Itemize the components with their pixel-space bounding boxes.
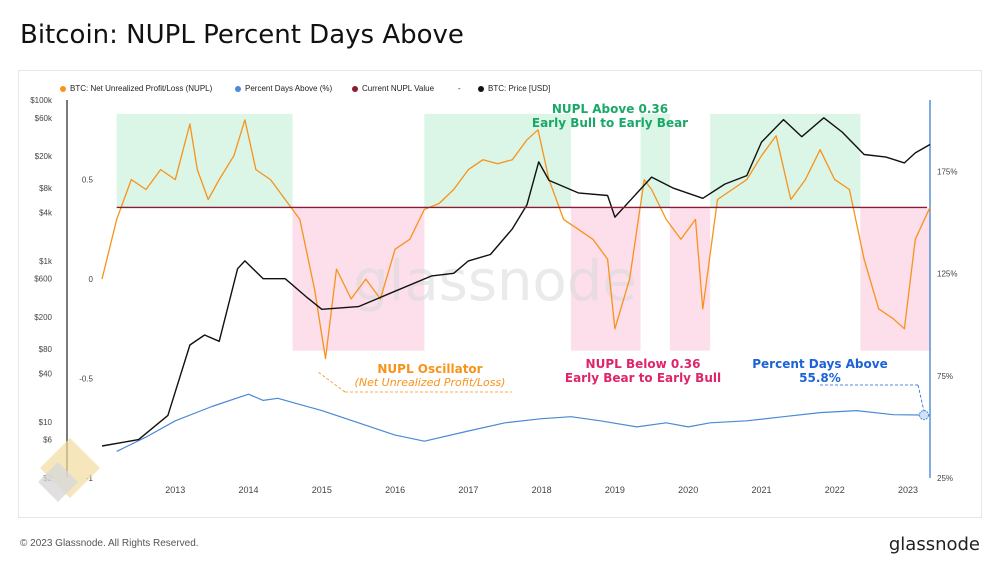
- anno-oscillator: NUPL Oscillator (Net Unrealized Profit/L…: [340, 362, 520, 389]
- legend-item-pda[interactable]: Percent Days Above (%): [235, 84, 332, 93]
- bull-zone-2: [640, 113, 670, 208]
- price-tick-5: $1k: [39, 257, 53, 266]
- bear-zone-2: [669, 207, 711, 351]
- x-tick-2021: 2021: [751, 485, 771, 495]
- price-tick-4: $4k: [39, 208, 53, 217]
- anno-below-title: NUPL Below 0.36: [585, 357, 701, 371]
- nupl-tick-1: 0: [89, 275, 94, 284]
- series-percent-days-above: [116, 393, 931, 452]
- anno-above-sub: Early Bull to Early Bear: [531, 116, 689, 130]
- price-tick-0: $100k: [30, 96, 53, 105]
- right-tick-3: 25%: [937, 474, 953, 483]
- anno-osc-sub: (Net Unrealized Profit/Loss): [354, 376, 506, 389]
- anno-above: NUPL Above 0.36 Early Bull to Early Bear: [520, 102, 700, 130]
- price-tick-6: $600: [34, 275, 52, 284]
- pda-callout-line-v: [917, 384, 925, 412]
- anno-below-sub: Early Bear to Early Bull: [564, 371, 722, 385]
- legend-current-nupl-label: Current NUPL Value: [362, 84, 435, 93]
- right-tick-0: 175%: [937, 168, 957, 177]
- watermark-text: glassnode: [353, 249, 637, 314]
- x-tick-2020: 2020: [678, 485, 698, 495]
- bull-zone-0: [116, 113, 293, 208]
- legend-price-dot: [478, 85, 484, 92]
- page-title: Bitcoin: NUPL Percent Days Above: [20, 20, 464, 50]
- pda-current-marker: [919, 410, 929, 421]
- legend-dash-label: -: [458, 84, 461, 93]
- anno-above-title: NUPL Above 0.36: [551, 102, 669, 116]
- price-tick-11: $6: [43, 436, 52, 445]
- legend-current-nupl-dot: [352, 85, 358, 92]
- price-tick-1: $60k: [35, 114, 53, 123]
- logo-diamond-small: [38, 462, 78, 502]
- legend-item-price[interactable]: BTC: Price [USD]: [478, 84, 550, 93]
- nupl-tick-3: -1: [86, 474, 94, 483]
- price-tick-7: $200: [34, 313, 52, 322]
- anno-pda: Percent Days Above 55.8%: [745, 357, 895, 385]
- legend-item-nupl[interactable]: BTC: Net Unrealized Profit/Loss (NUPL): [60, 84, 212, 93]
- series-nupl: [101, 119, 931, 360]
- right-tick-2: 75%: [937, 372, 953, 381]
- anno-osc-title: NUPL Oscillator: [377, 362, 483, 376]
- x-tick-2022: 2022: [825, 485, 845, 495]
- legend-nupl-dot: [60, 85, 66, 92]
- nupl-tick-0: 0.5: [82, 176, 94, 185]
- x-tick-2016: 2016: [385, 485, 405, 495]
- legend-price-label: BTC: Price [USD]: [488, 84, 551, 93]
- footer-brand-logo: glassnode: [888, 534, 980, 555]
- bull-zone-1: [424, 113, 571, 208]
- bear-zone-0: [292, 207, 425, 351]
- legend-pda-dot: [235, 85, 241, 92]
- bull-zone-3: [710, 113, 861, 208]
- legend-item-dash[interactable]: -: [458, 84, 461, 93]
- x-tick-2015: 2015: [312, 485, 332, 495]
- x-tick-2018: 2018: [532, 485, 552, 495]
- anno-pda-title: Percent Days Above: [752, 357, 888, 371]
- legend-nupl-label: BTC: Net Unrealized Profit/Loss (NUPL): [70, 84, 213, 93]
- nupl-tick-2: -0.5: [79, 375, 93, 384]
- legend-item-current-nupl[interactable]: Current NUPL Value: [352, 84, 434, 93]
- price-tick-9: $40: [39, 369, 53, 378]
- price-tick-2: $20k: [35, 152, 53, 161]
- x-tick-2019: 2019: [605, 485, 625, 495]
- anno-pda-value: 55.8%: [799, 371, 841, 385]
- x-tick-2013: 2013: [165, 485, 185, 495]
- x-tick-2023: 2023: [898, 485, 918, 495]
- price-tick-8: $80: [39, 345, 53, 354]
- anno-below: NUPL Below 0.36 Early Bear to Early Bull: [553, 357, 733, 385]
- x-tick-2017: 2017: [458, 485, 478, 495]
- x-tick-2014: 2014: [239, 485, 259, 495]
- legend-pda-label: Percent Days Above (%): [245, 84, 333, 93]
- series-btc-price: [101, 117, 931, 447]
- price-tick-3: $8k: [39, 184, 53, 193]
- right-tick-1: 125%: [937, 270, 957, 279]
- price-tick-10: $10: [39, 418, 53, 427]
- osc-callout-line-d: [317, 371, 346, 393]
- footer-copyright: © 2023 Glassnode. All Rights Reserved.: [20, 538, 199, 549]
